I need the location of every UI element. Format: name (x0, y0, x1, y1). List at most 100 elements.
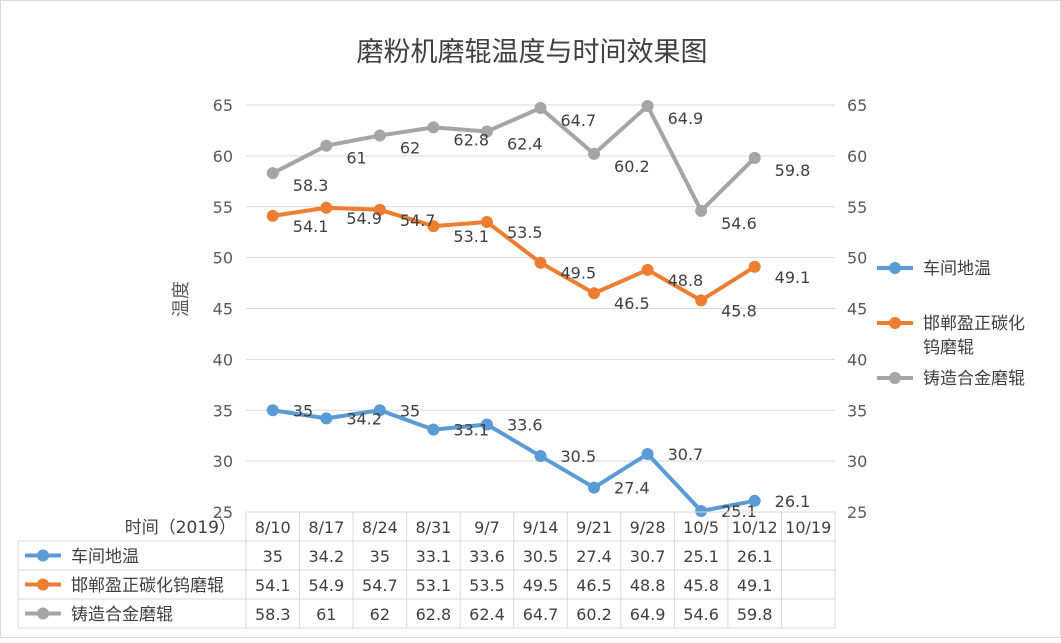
series-lines (266, 100, 761, 517)
legend-marker (889, 372, 901, 384)
data-point (427, 423, 440, 436)
table-cell: 33.1 (416, 547, 452, 566)
table-cell: 33.6 (469, 547, 505, 566)
data-point (695, 294, 708, 307)
x-tick-label: 9/7 (474, 518, 500, 537)
y-tick-label-right: 55 (847, 198, 867, 217)
data-label: 59.8 (775, 161, 811, 180)
y-tick-label-right: 50 (847, 249, 867, 268)
data-point (427, 121, 440, 134)
legend-label: 钨磨辊 (923, 338, 974, 358)
y-tick-label-left: 30 (213, 452, 233, 471)
data-label: 53.5 (507, 223, 543, 242)
x-tick-label: 9/21 (576, 518, 612, 537)
table-cell: 59.8 (737, 605, 773, 624)
legend-label: 铸造合金磨辊 (923, 369, 1025, 389)
data-label: 26.1 (775, 492, 811, 511)
data-label: 54.6 (721, 214, 757, 233)
data-point (588, 147, 601, 160)
data-label: 53.1 (453, 227, 489, 246)
data-point (748, 151, 761, 164)
x-tick-label: 8/31 (415, 518, 451, 537)
data-point (534, 450, 547, 463)
data-point (588, 481, 601, 494)
x-tick-label: 10/5 (683, 518, 719, 537)
y-tick-label-left: 60 (213, 147, 233, 166)
y-tick-label-right: 45 (847, 300, 867, 319)
legend-label: 邯郸盈正碳化 (923, 314, 1025, 334)
data-point (480, 216, 493, 229)
table-row-label: 邯郸盈正碳化钨磨辊 (71, 576, 224, 596)
data-label: 27.4 (614, 479, 650, 498)
data-label: 49.1 (775, 268, 811, 287)
data-label: 48.8 (668, 271, 704, 290)
table-legend-marker (37, 607, 49, 620)
x-tick-label: 8/10 (255, 518, 291, 537)
table-cell: 48.8 (630, 576, 666, 595)
data-label: 58.3 (293, 176, 329, 195)
data-point (641, 263, 654, 276)
data-point (373, 203, 386, 216)
data-point (695, 204, 708, 217)
series-line (270, 104, 757, 213)
table-cell: 60.2 (576, 605, 612, 624)
y-tick-label-left: 45 (213, 300, 233, 319)
data-label: 30.5 (561, 447, 597, 466)
x-tick-label: 8/24 (362, 518, 398, 537)
x-tick-label: 10/12 (732, 518, 778, 537)
table-header-label: 时间（2019） (125, 518, 236, 538)
y-tick-label-right: 65 (847, 96, 867, 115)
table-cell: 25.1 (683, 547, 719, 566)
data-point (534, 256, 547, 269)
data-label: 54.7 (400, 211, 436, 230)
table-cell: 54.1 (255, 576, 291, 595)
legend-marker (889, 317, 901, 329)
table-cell: 34.2 (309, 547, 345, 566)
data-label: 25.1 (721, 502, 757, 521)
series-line (270, 408, 757, 513)
table-row-label: 铸造合金磨辊 (71, 605, 173, 625)
y-tick-label-right: 25 (847, 503, 867, 522)
data-point (427, 220, 440, 233)
table-cell: 64.9 (630, 605, 666, 624)
y-tick-label-left: 35 (213, 401, 233, 420)
table-cell: 35 (370, 547, 390, 566)
data-label: 64.9 (668, 109, 704, 128)
data-point (373, 404, 386, 417)
data-point (695, 504, 708, 517)
table-cell: 45.8 (683, 576, 719, 595)
data-label: 33.1 (453, 421, 489, 440)
data-point (748, 494, 761, 507)
table-cell: 53.1 (416, 576, 452, 595)
data-label: 30.7 (668, 445, 704, 464)
data-label: 62 (400, 139, 420, 158)
data-label: 54.1 (293, 217, 329, 236)
data-point (266, 167, 279, 180)
data-point (373, 129, 386, 142)
y-tick-label-left: 55 (213, 198, 233, 217)
series-line (270, 205, 757, 303)
legend-marker (889, 262, 901, 274)
table-cell: 49.1 (737, 576, 773, 595)
table-cell: 46.5 (576, 576, 612, 595)
y-tick-label-left: 25 (213, 503, 233, 522)
data-label: 62.8 (453, 130, 489, 149)
data-label: 34.2 (346, 409, 382, 428)
table-cell: 64.7 (523, 605, 559, 624)
data-label: 62.4 (507, 134, 543, 153)
table-row-label: 车间地温 (71, 547, 139, 567)
y-tick-label-right: 40 (847, 350, 867, 369)
data-point (480, 418, 493, 431)
data-point (641, 100, 654, 113)
data-point (266, 209, 279, 222)
table-cell: 49.5 (523, 576, 559, 595)
chart-title: 磨粉机磨辊温度与时间效果图 (357, 37, 708, 68)
y-tick-label-right: 60 (847, 147, 867, 166)
legend-label: 车间地温 (923, 259, 991, 279)
data-label: 35 (400, 401, 420, 420)
data-label: 49.5 (561, 264, 597, 283)
data-point (641, 448, 654, 461)
y-tick-label-right: 35 (847, 401, 867, 420)
